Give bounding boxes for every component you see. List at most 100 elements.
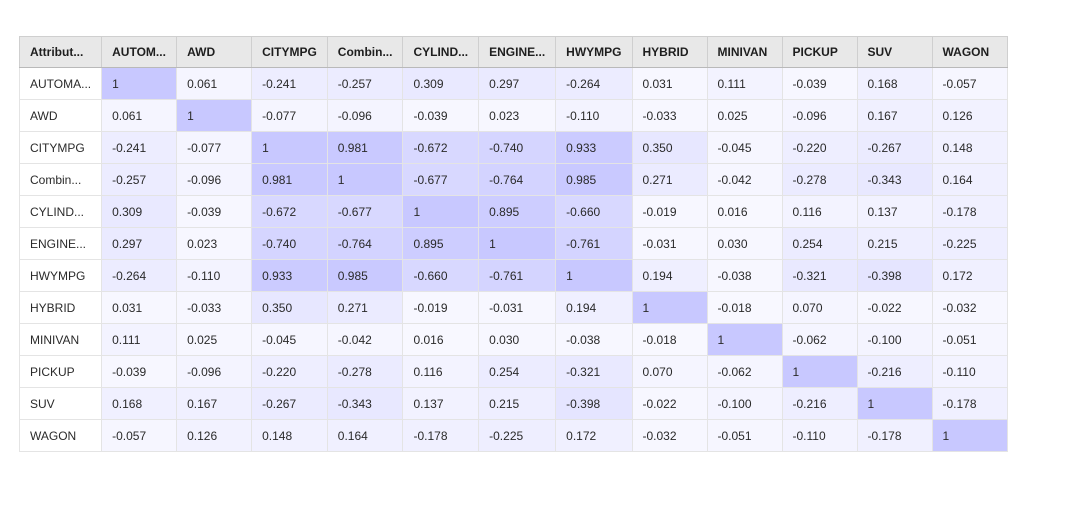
correlation-cell[interactable]: -0.257 — [101, 163, 178, 196]
correlation-cell[interactable]: 1 — [402, 195, 480, 228]
correlation-cell[interactable]: 0.985 — [326, 259, 404, 292]
correlation-cell[interactable]: -0.096 — [781, 99, 858, 132]
table-row[interactable]: ENGINE... 0.297 0.023 -0.740 -0.764 0.895 1 -0.… — [18, 227, 1008, 260]
correlation-cell[interactable]: 0.933 — [251, 259, 328, 292]
correlation-cell[interactable]: 0.111 — [101, 323, 178, 356]
correlation-cell[interactable]: -0.100 — [706, 387, 783, 420]
correlation-cell[interactable]: 0.350 — [631, 131, 708, 164]
correlation-cell[interactable]: -0.761 — [478, 259, 557, 292]
correlation-cell[interactable]: -0.019 — [631, 195, 708, 228]
correlation-cell[interactable]: 0.148 — [251, 419, 328, 452]
correlation-cell[interactable]: -0.110 — [555, 99, 633, 132]
correlation-cell[interactable]: -0.660 — [402, 259, 480, 292]
correlation-cell[interactable]: -0.677 — [402, 163, 480, 196]
correlation-cell[interactable]: -0.096 — [176, 163, 253, 196]
correlation-cell[interactable]: 0.023 — [478, 99, 557, 132]
correlation-cell[interactable]: -0.216 — [856, 355, 933, 388]
correlation-cell[interactable]: 0.981 — [251, 163, 328, 196]
correlation-cell[interactable]: 0.164 — [931, 163, 1008, 196]
correlation-cell[interactable]: -0.660 — [555, 195, 633, 228]
column-header-attribute[interactable]: Attribut... — [18, 36, 103, 68]
correlation-cell[interactable]: 1 — [176, 99, 253, 132]
correlation-cell[interactable]: 0.933 — [555, 131, 633, 164]
correlation-cell[interactable]: -0.264 — [555, 67, 633, 100]
correlation-cell[interactable]: 0.016 — [402, 323, 480, 356]
correlation-cell[interactable]: 0.981 — [326, 131, 404, 164]
correlation-cell[interactable]: 0.215 — [478, 387, 557, 420]
correlation-cell[interactable]: -0.062 — [781, 323, 858, 356]
column-header[interactable]: HYBRID — [631, 36, 708, 68]
correlation-cell[interactable]: -0.764 — [478, 163, 557, 196]
correlation-cell[interactable]: 0.254 — [781, 227, 858, 260]
table-row[interactable]: AWD 0.061 1 -0.077 -0.096 -0.039 0.023 -0.110 -0… — [18, 99, 1008, 132]
column-header[interactable]: ENGINE... — [478, 36, 557, 68]
correlation-cell[interactable]: 0.350 — [251, 291, 328, 324]
table-row[interactable]: HWYMPG -0.264 -0.110 0.933 0.985 -0.660 -0.761… — [18, 259, 1008, 292]
correlation-cell[interactable]: -0.039 — [781, 67, 858, 100]
correlation-cell[interactable]: 0.895 — [478, 195, 557, 228]
correlation-cell[interactable]: -0.178 — [856, 419, 933, 452]
correlation-cell[interactable]: 0.297 — [478, 67, 557, 100]
correlation-cell[interactable]: -0.343 — [326, 387, 404, 420]
correlation-cell[interactable]: -0.096 — [176, 355, 253, 388]
correlation-cell[interactable]: -0.057 — [101, 419, 178, 452]
correlation-cell[interactable]: -0.321 — [555, 355, 633, 388]
correlation-cell[interactable]: -0.110 — [176, 259, 253, 292]
correlation-cell[interactable]: 0.031 — [631, 67, 708, 100]
correlation-cell[interactable]: -0.225 — [478, 419, 557, 452]
correlation-cell[interactable]: -0.241 — [101, 131, 178, 164]
column-header[interactable]: MINIVAN — [706, 36, 783, 68]
correlation-cell[interactable]: -0.740 — [251, 227, 328, 260]
correlation-cell[interactable]: 0.126 — [176, 419, 253, 452]
table-row[interactable]: MINIVAN 0.111 0.025 -0.045 -0.042 0.016 0.030-… — [18, 323, 1008, 356]
correlation-cell[interactable]: 0.168 — [856, 67, 933, 100]
correlation-cell[interactable]: 0.025 — [706, 99, 783, 132]
correlation-cell[interactable]: 0.895 — [402, 227, 480, 260]
correlation-cell[interactable]: -0.045 — [706, 131, 783, 164]
correlation-cell[interactable]: 1 — [555, 259, 633, 292]
correlation-cell[interactable]: -0.057 — [931, 67, 1008, 100]
correlation-cell[interactable]: 0.148 — [931, 131, 1008, 164]
correlation-cell[interactable]: -0.031 — [631, 227, 708, 260]
table-row[interactable]: AUTOMA... 1 0.061 -0.241 -0.257 0.309 0.297 -0.… — [18, 67, 1008, 100]
correlation-cell[interactable]: -0.039 — [402, 99, 480, 132]
correlation-cell[interactable]: -0.220 — [251, 355, 328, 388]
correlation-cell[interactable]: -0.033 — [631, 99, 708, 132]
correlation-cell[interactable]: 0.061 — [176, 67, 253, 100]
correlation-cell[interactable]: 1 — [101, 67, 178, 100]
correlation-cell[interactable]: 0.030 — [478, 323, 557, 356]
correlation-cell[interactable]: -0.062 — [706, 355, 783, 388]
correlation-cell[interactable]: -0.110 — [781, 419, 858, 452]
correlation-cell[interactable]: -0.018 — [631, 323, 708, 356]
correlation-cell[interactable]: -0.672 — [251, 195, 328, 228]
correlation-cell[interactable]: -0.077 — [251, 99, 328, 132]
correlation-cell[interactable]: -0.398 — [856, 259, 933, 292]
correlation-cell[interactable]: -0.267 — [251, 387, 328, 420]
correlation-cell[interactable]: -0.032 — [931, 291, 1008, 324]
correlation-cell[interactable]: 1 — [631, 291, 708, 324]
correlation-cell[interactable]: -0.051 — [706, 419, 783, 452]
correlation-cell[interactable]: 0.194 — [555, 291, 633, 324]
correlation-cell[interactable]: 0.194 — [631, 259, 708, 292]
correlation-cell[interactable]: -0.398 — [555, 387, 633, 420]
column-header[interactable]: PICKUP — [781, 36, 858, 68]
correlation-cell[interactable]: 0.111 — [706, 67, 783, 100]
correlation-cell[interactable]: -0.110 — [931, 355, 1008, 388]
correlation-cell[interactable]: 0.016 — [706, 195, 783, 228]
correlation-cell[interactable]: 1 — [251, 131, 328, 164]
table-row[interactable]: CYLIND... 0.309 -0.039 -0.672 -0.677 1 0.895 -0… — [18, 195, 1008, 228]
correlation-cell[interactable]: 0.271 — [631, 163, 708, 196]
correlation-cell[interactable]: -0.241 — [251, 67, 328, 100]
correlation-cell[interactable]: -0.267 — [856, 131, 933, 164]
column-header[interactable]: CITYMPG — [251, 36, 328, 68]
correlation-cell[interactable]: 0.025 — [176, 323, 253, 356]
correlation-cell[interactable]: -0.042 — [706, 163, 783, 196]
correlation-cell[interactable]: -0.096 — [326, 99, 404, 132]
column-header[interactable]: AUTOM... — [101, 36, 178, 68]
correlation-cell[interactable]: 0.254 — [478, 355, 557, 388]
correlation-cell[interactable]: 0.172 — [555, 419, 633, 452]
correlation-cell[interactable]: -0.045 — [251, 323, 328, 356]
correlation-cell[interactable]: -0.178 — [931, 195, 1008, 228]
table-row[interactable]: HYBRID 0.031 -0.033 0.350 0.271 -0.019 -0.031 0… — [18, 291, 1008, 324]
table-row[interactable]: WAGON -0.057 0.126 0.148 0.164 -0.178 -0.225 0.… — [18, 419, 1008, 452]
